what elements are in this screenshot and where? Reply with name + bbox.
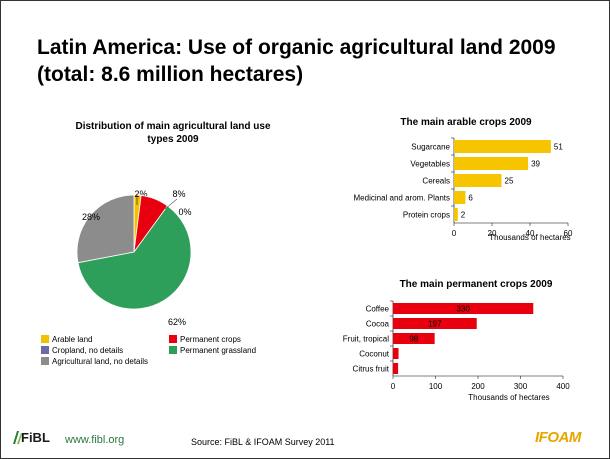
category-label-protein-crops: Protein crops [403,211,450,220]
category-label-citrus-fruit: Citrus fruit [353,365,390,374]
legend-item-cropland: Cropland, no details [41,346,169,356]
category-label-fruit-tropical: Fruit, tropical [343,335,389,344]
arable-x-axis-label: Thousands of hectares [489,233,570,242]
value-label-sugarcane: 51 [554,143,563,152]
x-tick-label-0: 0 [391,382,396,391]
pie-label-cropland-no-details: 0% [178,207,191,217]
x-tick-label-400: 400 [556,382,570,391]
category-label-cocoa: Cocoa [366,320,390,329]
pie-label-arable-land: 2% [134,189,147,199]
value-label-medicinal-and-arom-plants: 6 [468,194,473,203]
pie-label-agricultural-land-no-details: 28% [82,212,100,222]
category-label-medicinal-and-arom-plants: Medicinal and arom. Plants [354,194,451,203]
legend-swatch-cropland [41,346,49,354]
x-tick-label-40: 40 [526,229,535,238]
pie-slice-permanent-grassland [77,205,192,310]
bar-protein-crops [454,208,458,221]
legend-item-grassland: Permanent grassland [169,346,297,356]
category-label-coconut: Coconut [359,350,390,359]
legend-swatch-agri-no-details [41,357,49,365]
pie-label-permanent-crops: 8% [172,189,185,199]
bar-sugarcane [454,140,551,153]
pie-legend: Arable land Permanent crops Cropland, no … [41,335,351,368]
value-label-fruit-tropical: 98 [409,335,418,344]
fibl-leaf-icon [13,431,22,444]
category-label-coffee: Coffee [366,305,390,314]
bar-vegetables [454,157,529,170]
arable-chart-title: The main arable crops 2009 [400,117,532,128]
bar-medicinal-and-arom-plants [454,191,466,204]
bar-fruit-tropical [393,333,435,344]
slide-title: Latin America: Use of organic agricultur… [37,36,556,86]
pie-label-permanent-grassland: 62% [168,317,186,327]
value-label-cocoa: 197 [428,320,442,329]
source-note: Source: FiBL & IFOAM Survey 2011 [191,437,335,447]
legend-swatch-grassland [169,346,177,354]
x-tick-label-0: 0 [452,229,457,238]
x-tick-label-20: 20 [488,229,497,238]
category-label-sugarcane: Sugarcane [411,143,450,152]
bar-citrus-fruit [393,363,399,374]
value-label-coffee: 330 [456,305,470,314]
fibl-logo: FiBL [21,430,50,445]
legend-swatch-arable [41,335,49,343]
pie-leader-permanent-crops [164,198,178,210]
bar-cereals [454,174,502,187]
value-label-protein-crops: 2 [461,211,466,220]
permanent-chart-title: The main permanent crops 2009 [399,279,553,290]
category-label-cereals: Cereals [422,177,450,186]
x-tick-label-300: 300 [514,382,528,391]
bar-coffee [393,303,534,314]
category-label-vegetables: Vegetables [410,160,450,169]
footer-url[interactable]: www.fibl.org [65,434,125,446]
bar-cocoa [393,318,477,329]
x-tick-label-200: 200 [471,382,485,391]
pie-slice-agricultural-land-no-details [76,194,135,264]
x-tick-label-100: 100 [429,382,443,391]
value-label-vegetables: 39 [531,160,540,169]
x-tick-label-60: 60 [564,229,573,238]
bar-coconut [393,348,399,359]
legend-item-permanent-crops: Permanent crops [169,335,297,345]
legend-item-arable: Arable land [41,335,169,345]
legend-swatch-permanent-crops [169,335,177,343]
ifoam-logo: IFOAM [535,429,581,446]
legend-item-agri-no-details: Agricultural land, no details [41,357,241,367]
pie-chart-title: Distribution of main agricultural land u… [75,121,271,145]
value-label-cereals: 25 [505,177,514,186]
permanent-x-axis-label: Thousands of hectares [468,393,549,402]
